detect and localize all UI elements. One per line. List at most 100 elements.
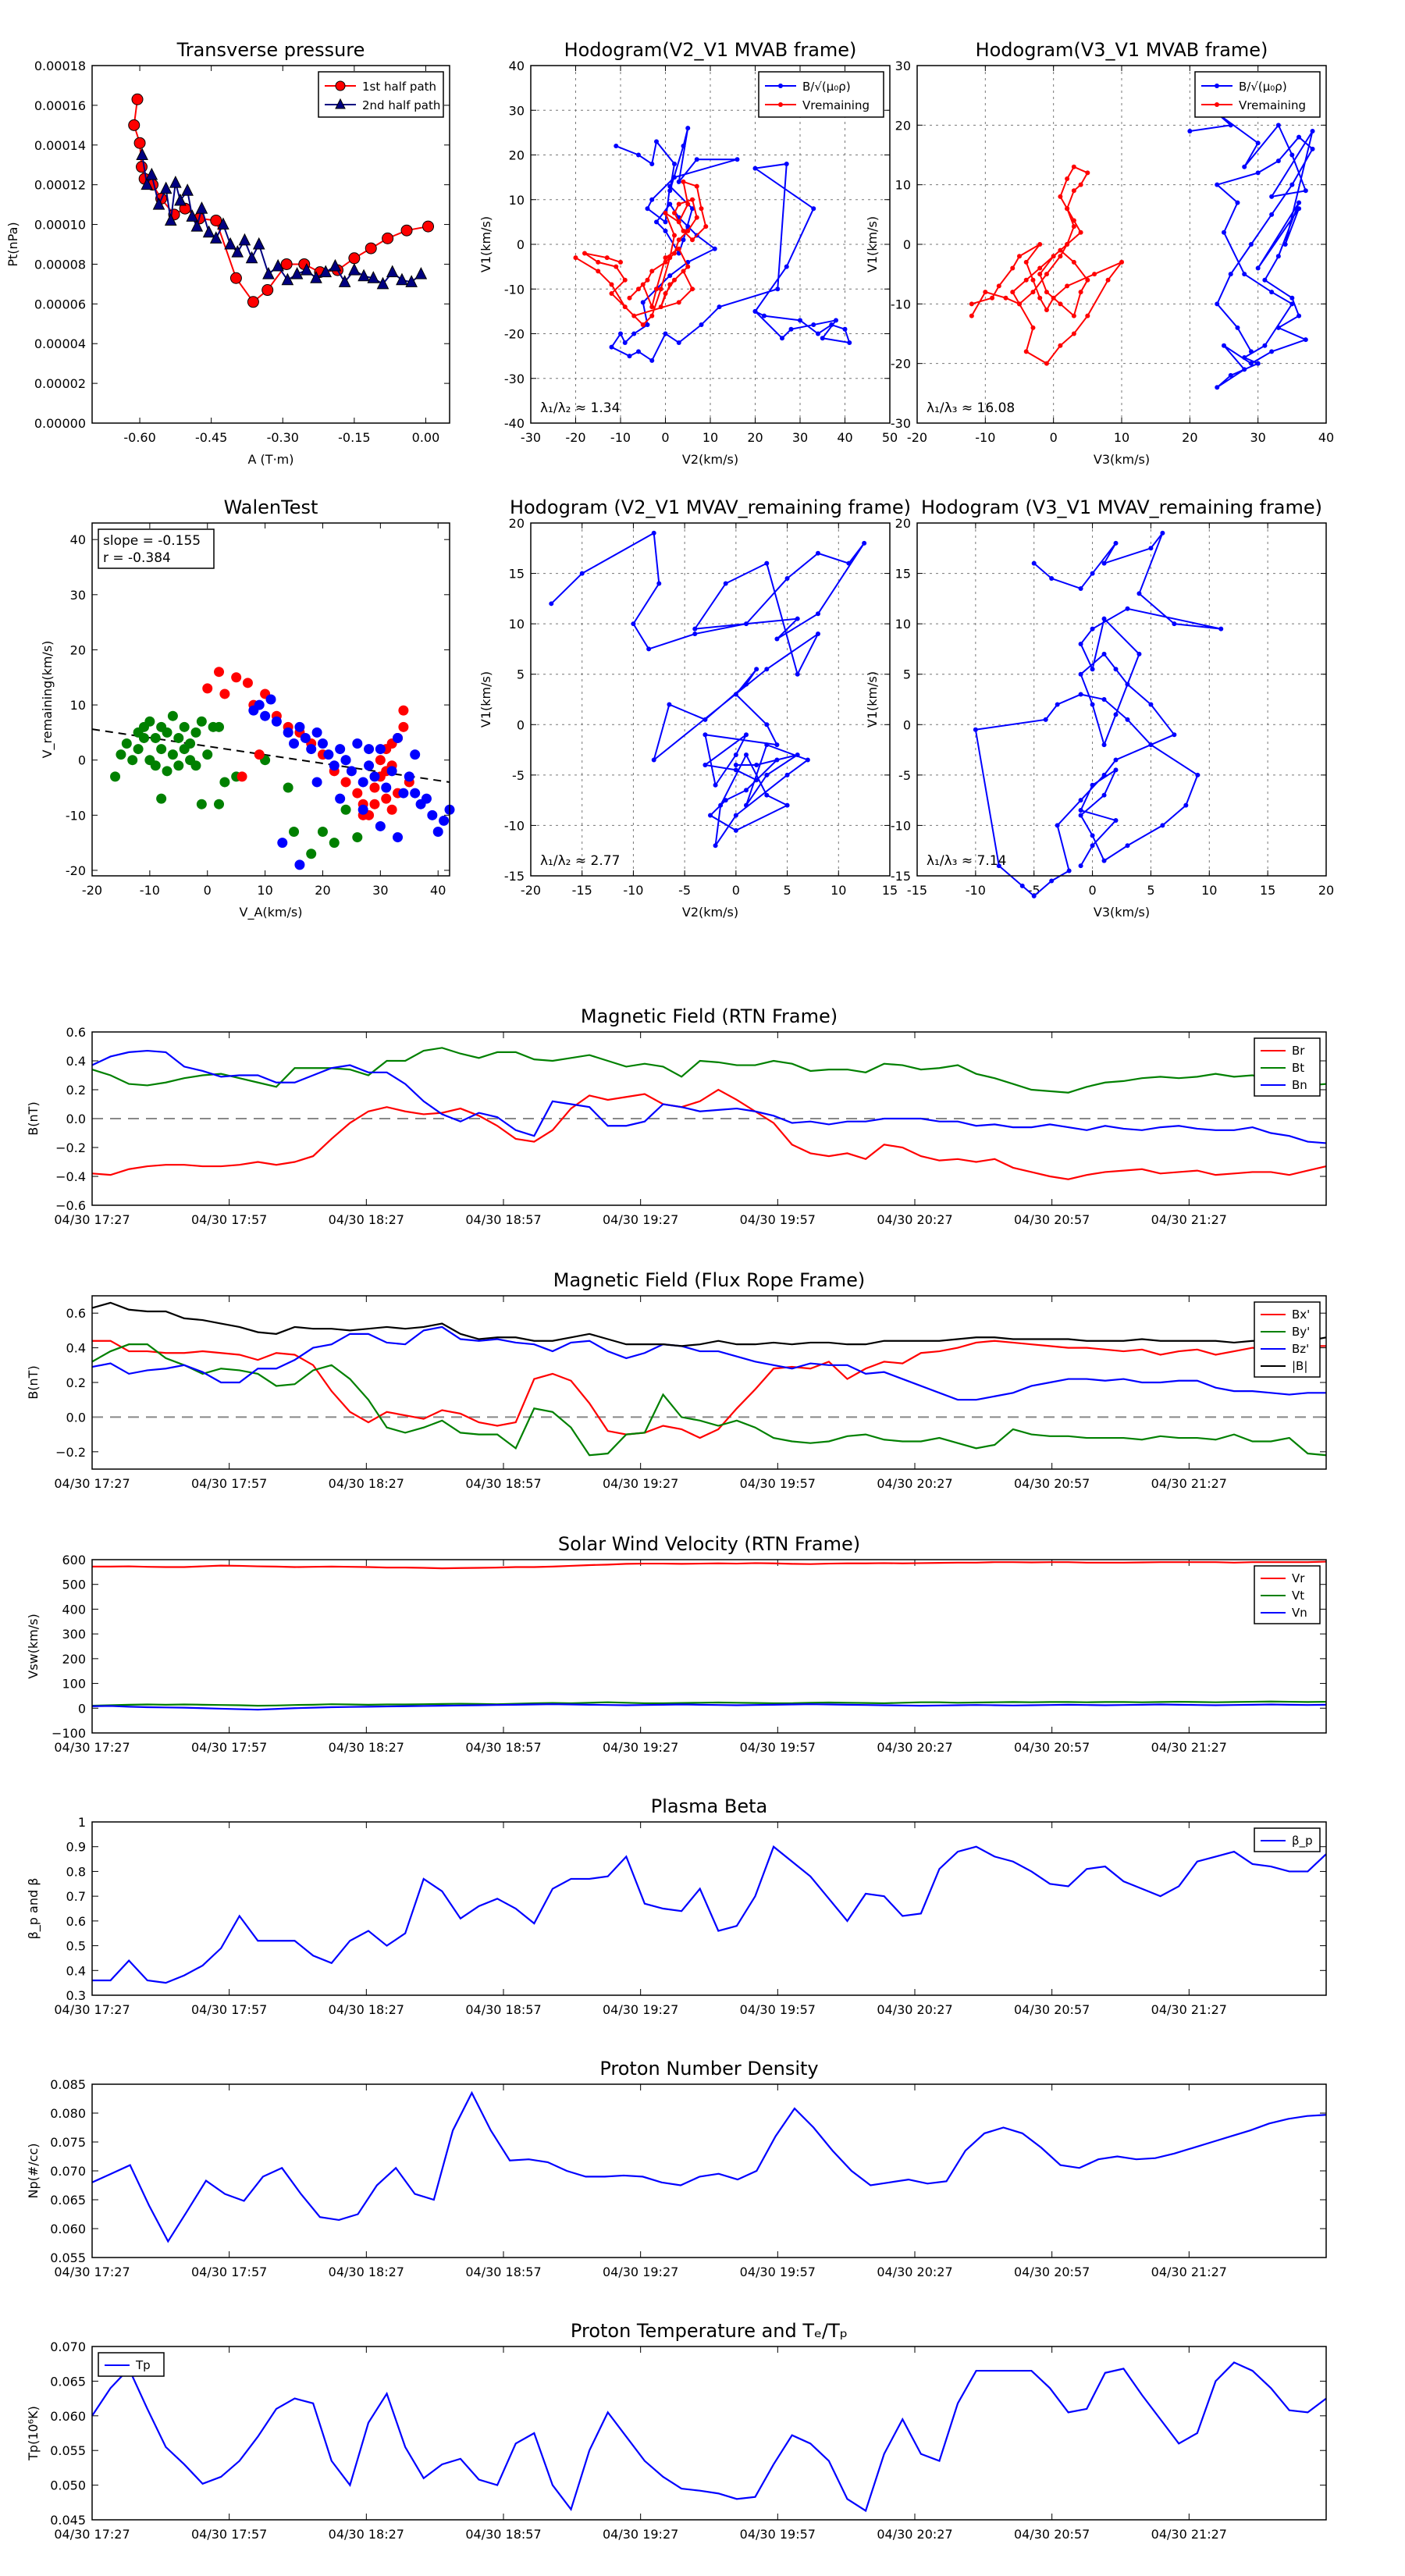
data-point <box>1090 843 1095 849</box>
y-axis-label: V1(km/s) <box>478 671 493 728</box>
series-line <box>1190 112 1314 389</box>
y-tick-label: -15 <box>504 869 525 884</box>
x-tick-label: 04/30 20:57 <box>1014 1476 1090 1491</box>
x-tick-label: -0.15 <box>338 430 370 445</box>
data-point <box>214 721 225 732</box>
legend: 1st half path 2nd half path <box>318 71 444 118</box>
data-point <box>144 716 155 727</box>
data-point <box>185 738 196 749</box>
data-point <box>386 766 397 777</box>
data-point <box>386 804 397 815</box>
data-point <box>1101 560 1107 566</box>
y-tick-label: 0.070 <box>50 2164 86 2179</box>
data-point <box>1136 591 1142 596</box>
data-point <box>1242 272 1247 277</box>
x-axis-label: V3(km/s) <box>1094 905 1150 920</box>
x-tick-label: 04/30 19:57 <box>740 2527 816 2542</box>
data-point <box>604 255 610 261</box>
y-tick-label: 0.4 <box>66 1341 86 1356</box>
y-tick-label: 15 <box>895 567 911 582</box>
x-tick-label: 04/30 20:57 <box>1014 1740 1090 1755</box>
annotation-text: λ₁/λ₂ ≈ 2.77 <box>540 853 620 869</box>
y-tick-label: -15 <box>891 869 911 884</box>
data-point <box>254 699 265 710</box>
data-point <box>579 571 585 576</box>
data-point <box>744 681 749 687</box>
data-point <box>1090 571 1095 576</box>
data-point <box>654 286 659 292</box>
data-point <box>846 560 852 566</box>
data-point <box>681 237 686 243</box>
data-point <box>596 259 601 265</box>
data-point <box>128 119 140 131</box>
data-point <box>238 233 251 246</box>
y-tick-label: 0.00012 <box>34 178 86 193</box>
data-point <box>649 358 655 363</box>
legend-label: Bz' <box>1292 1342 1309 1356</box>
data-point <box>352 788 363 799</box>
data-point <box>733 692 738 697</box>
data-point <box>1148 742 1154 748</box>
data-point <box>1136 651 1142 656</box>
data-point <box>367 271 380 283</box>
x-tick-label: -10 <box>966 883 986 898</box>
data-point <box>382 232 394 244</box>
data-point <box>1078 585 1083 591</box>
data-point <box>834 318 838 323</box>
data-point <box>1275 123 1281 128</box>
data-point <box>1078 808 1083 813</box>
data-point <box>1148 546 1154 551</box>
x-tick-label: -15 <box>907 883 927 898</box>
data-point <box>352 832 363 843</box>
y-tick-label: 0.055 <box>50 2250 86 2265</box>
annotation-text: λ₁/λ₃ ≈ 7.14 <box>927 853 1006 869</box>
legend-box <box>1194 71 1321 118</box>
legend-marker <box>1215 102 1219 107</box>
x-tick-label: -30 <box>521 430 541 445</box>
data-point <box>381 782 392 793</box>
data-point <box>805 757 810 763</box>
series-b------- <box>609 126 852 363</box>
data-point <box>186 209 199 222</box>
data-point <box>405 275 418 287</box>
data-point <box>609 290 614 296</box>
data-point <box>614 144 619 149</box>
x-tick-label: 04/30 18:27 <box>329 2002 404 2017</box>
data-point <box>167 710 178 721</box>
x-tick-label: 5 <box>783 883 791 898</box>
data-point <box>784 264 789 269</box>
data-point <box>217 217 229 230</box>
y-tick-label: 10 <box>895 178 911 193</box>
x-tick-label: 04/30 20:27 <box>877 1212 952 1227</box>
data-point <box>375 755 386 766</box>
data-point <box>1262 343 1268 348</box>
data-point <box>340 777 351 788</box>
x-tick-label: 0 <box>732 883 740 898</box>
data-point <box>252 237 265 250</box>
data-point <box>323 749 334 760</box>
data-point <box>1037 272 1043 277</box>
data-point <box>764 742 770 748</box>
data-point <box>1125 606 1130 611</box>
data-point <box>780 336 784 341</box>
x-tick-label: 04/30 18:57 <box>465 2527 541 2542</box>
data-point <box>229 272 242 284</box>
data-point <box>1125 717 1130 722</box>
chart-tp2: 0.045 0.050 0.055 0.060 0.065 0.070 04/30 17:2… <box>26 2320 1327 2542</box>
data-point <box>622 304 628 310</box>
x-tick-label: 40 <box>837 430 852 445</box>
x-tick-label: 04/30 19:57 <box>740 2265 816 2279</box>
data-point <box>1113 757 1119 763</box>
legend-label: Tp <box>135 2358 151 2372</box>
data-point <box>245 251 258 264</box>
data-point <box>733 767 738 773</box>
data-point <box>676 340 681 345</box>
data-point <box>1235 200 1240 205</box>
data-point <box>712 246 717 251</box>
y-tick-label: 0.085 <box>50 2077 86 2092</box>
data-point <box>1172 732 1177 738</box>
series-line-bz <box>91 1325 1326 1401</box>
data-point <box>375 820 386 831</box>
data-point <box>1044 361 1049 366</box>
legend: Bx' By' Bz' |B| <box>1254 1301 1321 1378</box>
